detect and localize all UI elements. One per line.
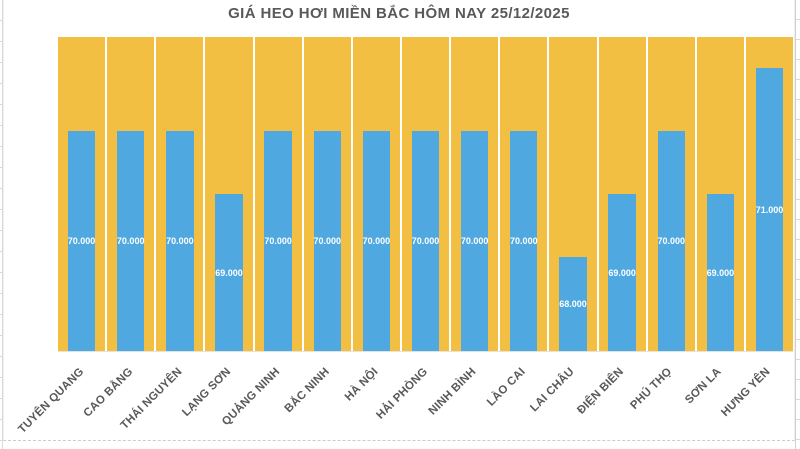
sheet-gridlines-right — [795, 0, 800, 449]
bar-value-label: 70.000 — [264, 236, 292, 247]
sheet-gridlines-left — [0, 0, 3, 449]
bar-value-label: 69.000 — [215, 267, 243, 278]
x-axis-label: SƠN LA — [683, 365, 724, 407]
bar-15[interactable]: 71.000 — [756, 68, 783, 351]
bar-value-label: 70.000 — [166, 236, 194, 247]
x-axis-label: HƯNG YÊN — [719, 365, 773, 420]
bar-9[interactable]: 70.000 — [461, 131, 488, 351]
bar-13[interactable]: 70.000 — [657, 131, 685, 351]
bar-slot: 70.000 — [254, 37, 302, 351]
x-axis-label: ĐIỆN BIÊN — [574, 365, 626, 417]
bar-slot: 70.000 — [303, 37, 351, 351]
bar-value-label: 71.000 — [755, 204, 784, 215]
bar-slot: 70.000 — [352, 37, 400, 351]
bar-6[interactable]: 70.000 — [313, 131, 342, 351]
bar-value-label: 70.000 — [411, 236, 440, 247]
bar-8[interactable]: 70.000 — [412, 131, 439, 351]
bar-3[interactable]: 70.000 — [166, 131, 194, 351]
bar-slot: 68.000 — [549, 37, 597, 351]
bar-11[interactable]: 68.000 — [559, 256, 587, 351]
bar-5[interactable]: 70.000 — [264, 131, 292, 351]
x-axis-label: LAI CHÂU — [528, 365, 577, 415]
bar-1[interactable]: 70.000 — [68, 131, 95, 351]
bar-14[interactable]: 69.000 — [707, 194, 734, 351]
chart-card[interactable]: GIÁ HEO HƠI MIỀN BẮC HÔM NAY 25/12/2025 … — [3, 0, 795, 441]
x-axis-label: LÀO CAI — [484, 365, 528, 409]
plot-area: 70.000 70.000 70.000 69.000 70.000 70.000 70.0… — [58, 37, 794, 352]
x-axis-label: TUYÊN QUANG — [16, 365, 87, 436]
bar-slot: 70.000 — [401, 37, 450, 351]
x-axis-label: HÀ NỘI — [342, 365, 381, 404]
x-axis-label: CAO BẰNG — [81, 365, 136, 420]
bar-slot: 69.000 — [205, 37, 253, 351]
bar-12[interactable]: 69.000 — [608, 194, 636, 351]
bar-4[interactable]: 69.000 — [215, 194, 243, 351]
bar-slot: 71.000 — [745, 37, 794, 351]
bar-slot: 70.000 — [107, 37, 155, 351]
x-axis: TUYÊN QUANG CAO BẰNG THÁI NGUYÊN LẠNG SƠN QU… — [17, 352, 793, 441]
bar-2[interactable]: 70.000 — [117, 131, 144, 351]
bar-slot: 70.000 — [500, 37, 548, 351]
bar-value-label: 70.000 — [313, 236, 342, 247]
bar-slot: 70.000 — [451, 37, 499, 351]
bar-slot: 69.000 — [598, 37, 646, 351]
bar-value-label: 70.000 — [362, 236, 391, 247]
bar-value-label: 70.000 — [510, 236, 538, 247]
x-axis-label: BẮC NINH — [282, 365, 332, 416]
bar-value-label: 70.000 — [67, 236, 96, 247]
bar-7[interactable]: 70.000 — [363, 131, 390, 351]
bar-value-label: 69.000 — [608, 267, 636, 278]
bar-slot: 70.000 — [58, 37, 106, 351]
bar-value-label: 68.000 — [559, 298, 587, 309]
bar-10[interactable]: 70.000 — [510, 131, 538, 351]
bar-value-label: 70.000 — [116, 236, 145, 247]
bar-value-label: 70.000 — [657, 236, 685, 247]
chart-title: GIÁ HEO HƠI MIỀN BẮC HÔM NAY 25/12/2025 — [228, 5, 570, 22]
x-axis-label: PHÚ THỌ — [628, 365, 675, 412]
bar-value-label: 69.000 — [706, 267, 735, 278]
x-axis-label: HẢI PHÒNG — [373, 365, 430, 422]
x-axis-label: NINH BÌNH — [426, 365, 479, 418]
x-axis-label: LẠNG SƠN — [180, 365, 234, 419]
bar-value-label: 70.000 — [460, 236, 489, 247]
bar-slot: 70.000 — [156, 37, 204, 351]
bar-slot: 69.000 — [696, 37, 744, 351]
bar-slot: 70.000 — [647, 37, 695, 351]
